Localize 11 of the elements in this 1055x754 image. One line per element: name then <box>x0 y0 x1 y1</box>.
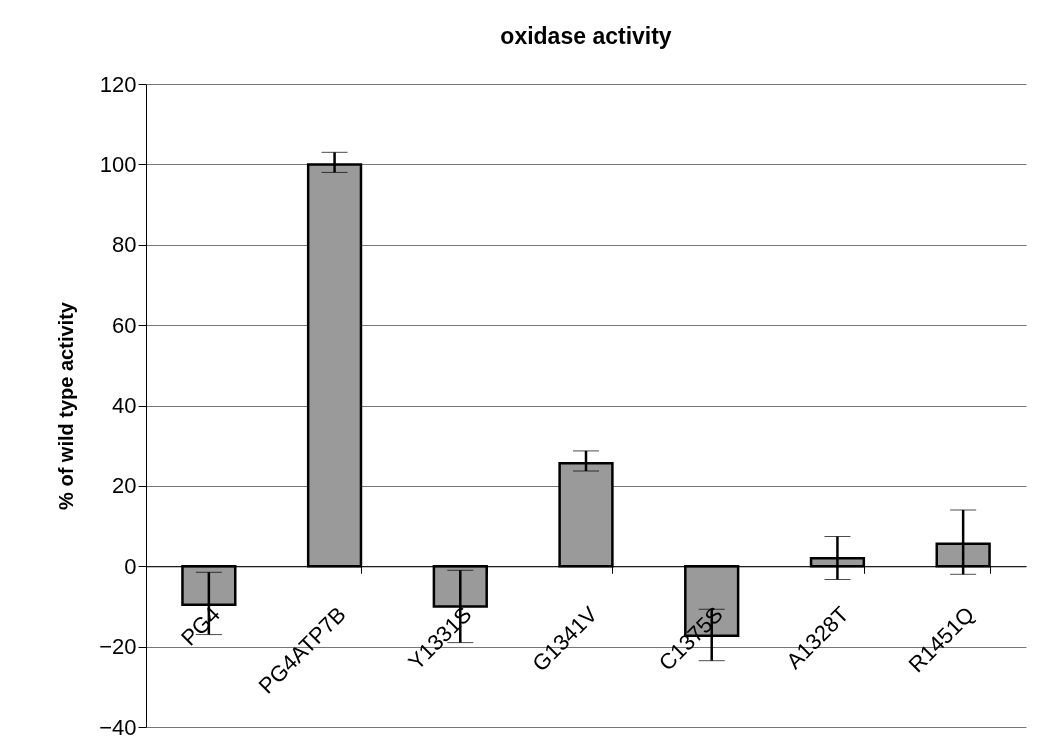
y-axis-title: % of wild type activity <box>55 301 78 510</box>
y-tick-label: 120 <box>99 71 137 97</box>
y-tick-label: 80 <box>112 232 137 258</box>
y-tick-label: 100 <box>99 151 137 177</box>
chart-title: oxidase activity <box>500 23 672 49</box>
y-tick-label: −40 <box>99 714 137 740</box>
y-tick-label: 20 <box>112 473 137 499</box>
y-tick-label: 40 <box>112 393 137 418</box>
y-tick-label: 0 <box>124 553 137 579</box>
y-tick-label: 60 <box>112 312 137 338</box>
y-tick-label: −20 <box>99 634 137 660</box>
